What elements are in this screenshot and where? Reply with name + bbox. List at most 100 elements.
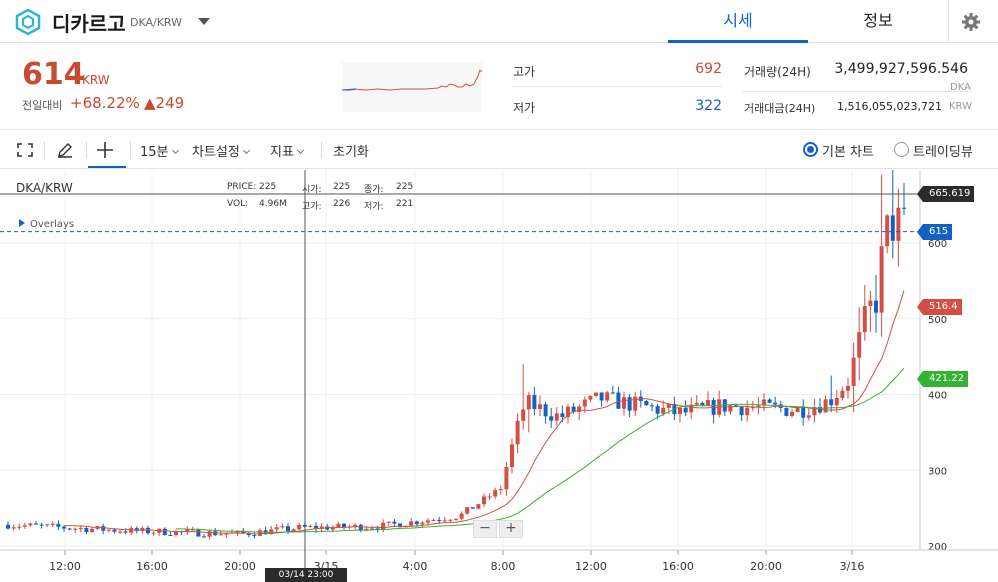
candle-body bbox=[846, 385, 850, 391]
current-price: 614 bbox=[22, 57, 85, 92]
ohlc-low-value: 221 bbox=[396, 199, 414, 209]
tradingview-label[interactable]: 트레이딩뷰 bbox=[913, 145, 973, 160]
candle-body bbox=[84, 527, 89, 533]
overlays-toggle[interactable]: Overlays bbox=[19, 219, 74, 230]
ma-short-tag: 516.4 bbox=[917, 299, 962, 315]
indicators-menu[interactable]: 지표 bbox=[270, 141, 304, 160]
turnover-unit: KRW bbox=[949, 101, 972, 112]
candle-body bbox=[890, 215, 895, 241]
change-label: 전일대비 bbox=[22, 99, 63, 112]
candle-body bbox=[498, 489, 503, 491]
candle-body bbox=[370, 528, 374, 530]
header: 디카르고 DKA/KRW 시세 정보 bbox=[0, 0, 998, 43]
turnover-label: 거래대금(24H) bbox=[744, 102, 816, 115]
basic-chart-label[interactable]: 기본 차트 bbox=[822, 145, 874, 160]
candle-body bbox=[599, 392, 604, 401]
chevron-down-icon[interactable] bbox=[198, 18, 210, 25]
fullscreen-icon[interactable] bbox=[17, 143, 33, 157]
candle-body bbox=[706, 399, 710, 406]
candle-body bbox=[353, 524, 358, 527]
divider bbox=[86, 141, 87, 159]
ticker-summary: 614 KRW 전일대비 +68.22% ▲249 고가 692 저가 322 … bbox=[0, 43, 998, 130]
interval-label: 15분 bbox=[140, 145, 169, 160]
x-tick-label: 16:00 bbox=[136, 560, 168, 573]
zoom-in-button[interactable]: + bbox=[499, 520, 523, 538]
candle-body bbox=[694, 402, 699, 405]
tab-price[interactable]: 시세 bbox=[668, 0, 808, 43]
ohlc-close-value: 225 bbox=[396, 182, 414, 192]
candle-body bbox=[745, 407, 750, 416]
candle-body bbox=[73, 528, 78, 530]
gear-icon[interactable] bbox=[961, 12, 981, 32]
pencil-icon[interactable] bbox=[56, 141, 74, 159]
candle-body bbox=[459, 513, 464, 519]
candle-body bbox=[554, 413, 559, 421]
candle-body bbox=[829, 399, 834, 406]
candle-body bbox=[409, 521, 414, 526]
candle-body bbox=[762, 399, 766, 406]
reset-button[interactable]: 초기화 bbox=[333, 145, 369, 160]
candle-body bbox=[252, 535, 257, 537]
candle-body bbox=[78, 527, 83, 529]
candle-body bbox=[398, 523, 402, 528]
candle-body bbox=[840, 390, 845, 398]
price-unit: KRW bbox=[82, 73, 110, 87]
candle-body bbox=[526, 395, 531, 410]
divider bbox=[512, 86, 722, 87]
candle-body bbox=[112, 529, 117, 532]
candle-body bbox=[454, 518, 458, 520]
candle-body bbox=[28, 523, 33, 526]
candle-body bbox=[196, 529, 201, 537]
candle-body bbox=[291, 529, 296, 531]
tab-info[interactable]: 정보 bbox=[863, 11, 893, 30]
x-tick-label: 20:00 bbox=[224, 560, 256, 573]
candle-body bbox=[851, 357, 856, 386]
crosshair-icon[interactable] bbox=[96, 141, 114, 159]
low-label: 저가 bbox=[513, 101, 536, 115]
interval-select[interactable]: 15분 bbox=[140, 141, 179, 160]
candle-body bbox=[812, 407, 817, 416]
candle-body bbox=[146, 527, 150, 534]
candle-body bbox=[571, 406, 576, 412]
zoom-out-button[interactable]: − bbox=[473, 520, 497, 538]
mini-chart bbox=[342, 62, 482, 112]
candle-body bbox=[162, 528, 167, 536]
turnover-value: 1,516,055,023,721 bbox=[837, 100, 942, 113]
candle-body bbox=[392, 521, 397, 524]
candle-body bbox=[862, 306, 867, 333]
high-label: 고가 bbox=[513, 65, 536, 79]
candle-body bbox=[431, 519, 436, 521]
chart-settings-menu[interactable]: 차트설정 bbox=[192, 141, 250, 160]
candle-body bbox=[364, 528, 369, 531]
divider bbox=[130, 141, 131, 159]
coin-name[interactable]: 디카르고 bbox=[52, 12, 126, 36]
candle-body bbox=[549, 416, 554, 421]
candle-body bbox=[504, 466, 509, 490]
ohlc-high-label: 고가: bbox=[302, 202, 322, 212]
candle-body bbox=[515, 420, 520, 445]
tradingview-radio[interactable] bbox=[894, 142, 909, 157]
candle-body bbox=[308, 525, 313, 527]
candle-body bbox=[34, 523, 38, 525]
candle-body bbox=[50, 523, 55, 525]
candle-body bbox=[666, 403, 671, 408]
candle-body bbox=[280, 526, 285, 528]
chevron-down-icon bbox=[242, 146, 250, 155]
x-tick-label: 20:00 bbox=[750, 560, 782, 573]
candle-body bbox=[594, 392, 598, 396]
candle-body bbox=[45, 524, 50, 526]
candle-body bbox=[151, 532, 156, 534]
coin-pair[interactable]: DKA/KRW bbox=[130, 16, 183, 29]
candle-body bbox=[218, 534, 223, 536]
high-value: 692 bbox=[695, 61, 722, 77]
x-tick-label: 8:00 bbox=[491, 560, 516, 573]
candle-body bbox=[605, 392, 610, 401]
candle-body bbox=[106, 529, 111, 531]
basic-chart-radio[interactable] bbox=[803, 142, 818, 157]
candle-body bbox=[414, 521, 419, 525]
low-value: 322 bbox=[695, 98, 722, 114]
candle-body bbox=[123, 531, 128, 533]
candle-body bbox=[330, 527, 335, 530]
candlestick-chart[interactable]: 200 300 400 500 600 12:00 16:00 20:00 3/15 4:00 8:… bbox=[0, 170, 998, 582]
